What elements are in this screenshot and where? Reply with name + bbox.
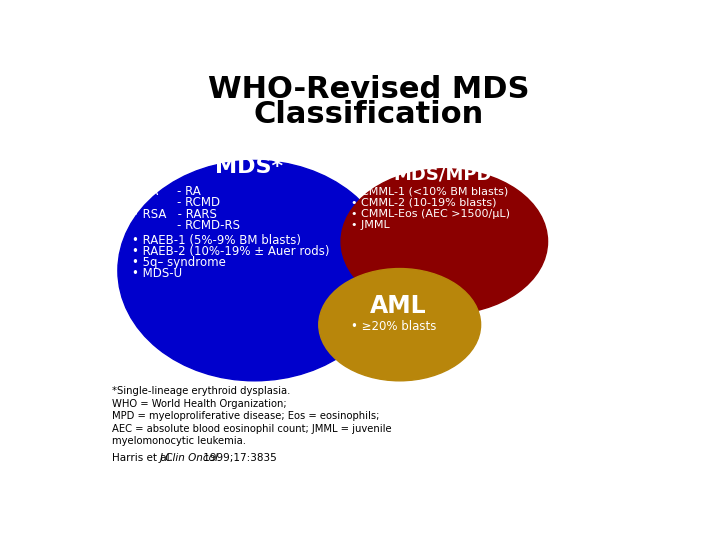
- Text: *Single-lineage erythroid dysplasia.: *Single-lineage erythroid dysplasia.: [112, 386, 291, 396]
- Text: - RCMD-RS: - RCMD-RS: [132, 219, 240, 232]
- Text: 1999;17:3835: 1999;17:3835: [200, 453, 276, 463]
- Text: Harris et al.: Harris et al.: [112, 453, 176, 463]
- Text: J Clin Oncol.: J Clin Oncol.: [160, 453, 222, 463]
- Text: • JMML: • JMML: [351, 220, 390, 230]
- Text: WHO = World Health Organization;: WHO = World Health Organization;: [112, 399, 287, 409]
- Ellipse shape: [341, 169, 547, 314]
- Text: myelomonocytic leukemia.: myelomonocytic leukemia.: [112, 436, 246, 446]
- Ellipse shape: [319, 268, 481, 381]
- Text: AML: AML: [370, 294, 427, 318]
- Text: • CMML-Eos (AEC >1500/μL): • CMML-Eos (AEC >1500/μL): [351, 209, 510, 219]
- Text: • 5q– syndrome: • 5q– syndrome: [132, 256, 226, 269]
- Text: • RAEB-1 (5%-9% BM blasts): • RAEB-1 (5%-9% BM blasts): [132, 234, 301, 247]
- Text: • RSA   - RARS: • RSA - RARS: [132, 207, 217, 220]
- Text: • RA     - RA: • RA - RA: [132, 185, 201, 198]
- Text: • CMML-1 (<10% BM blasts): • CMML-1 (<10% BM blasts): [351, 187, 508, 197]
- Text: Classification: Classification: [254, 100, 484, 129]
- Text: WHO-Revised MDS: WHO-Revised MDS: [208, 75, 530, 104]
- Text: • RAEB-2 (10%-19% ± Auer rods): • RAEB-2 (10%-19% ± Auer rods): [132, 245, 329, 258]
- Text: • ≥20% blasts: • ≥20% blasts: [351, 320, 436, 333]
- Text: • MDS-U: • MDS-U: [132, 267, 182, 280]
- Text: • CMML-2 (10-19% blasts): • CMML-2 (10-19% blasts): [351, 198, 497, 208]
- Ellipse shape: [118, 160, 392, 381]
- Text: MDS/MPD: MDS/MPD: [393, 166, 492, 184]
- Text: - RCMD: - RCMD: [132, 197, 220, 210]
- Text: MPD = myeloproliferative disease; Eos = eosinophils;: MPD = myeloproliferative disease; Eos = …: [112, 411, 379, 421]
- Text: AEC = absolute blood eosinophil count; JMML = juvenile: AEC = absolute blood eosinophil count; J…: [112, 423, 392, 434]
- Text: MDS*: MDS*: [215, 157, 283, 177]
